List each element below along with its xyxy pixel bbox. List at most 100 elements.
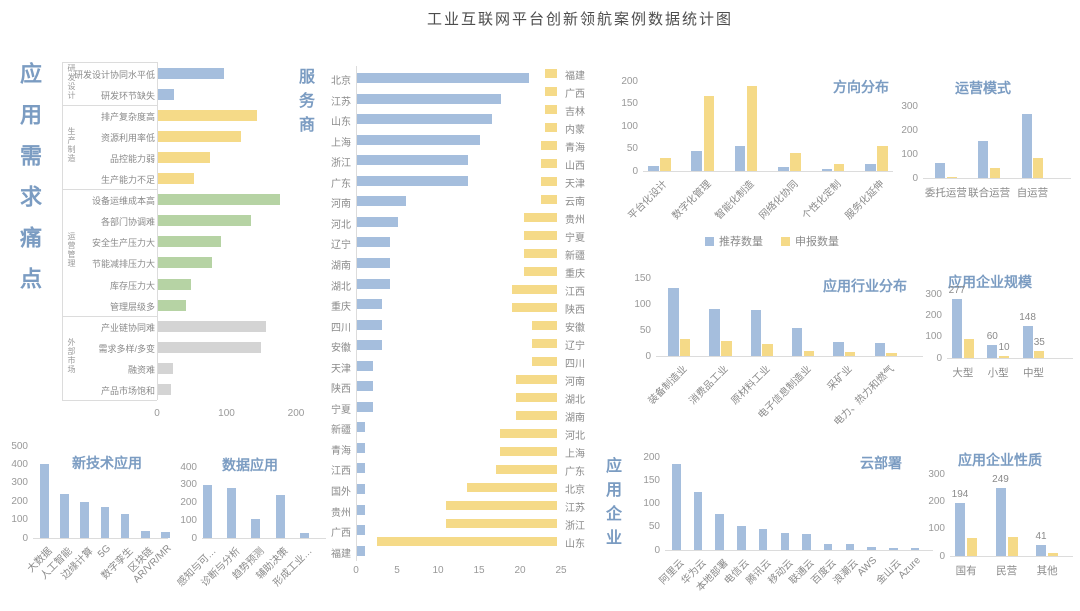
axis-line <box>356 66 357 561</box>
bar <box>778 166 789 171</box>
bar <box>511 302 557 312</box>
axis-tick: 200 <box>901 124 918 136</box>
bar <box>357 442 366 453</box>
bar <box>963 339 974 358</box>
category-label: 智能化制造 <box>713 178 757 222</box>
row-label: 浙江 <box>565 521 585 532</box>
bar <box>40 464 49 538</box>
bar <box>446 500 557 510</box>
bar <box>158 194 280 206</box>
bar <box>791 327 803 356</box>
bar <box>544 86 557 96</box>
bar-label: 各部门协调难 <box>100 217 155 228</box>
axis-tick: 0 <box>654 544 660 556</box>
row-label: 新疆 <box>565 251 585 262</box>
row-label: 湖北 <box>331 281 351 293</box>
axis-tick: 10 <box>432 565 444 576</box>
row-label: 河南 <box>565 377 585 388</box>
axis-tick: 200 <box>11 495 28 507</box>
page-title: 工业互联网平台创新领航案例数据统计图 <box>426 11 733 28</box>
axis-line <box>656 356 923 357</box>
bar <box>802 534 811 550</box>
bar <box>357 278 390 289</box>
category-label: 网络化协同 <box>756 178 801 222</box>
row-label: 吉林 <box>565 107 585 118</box>
category-label: 自运营 <box>1016 187 1049 199</box>
axis-tick: 20 <box>514 565 526 576</box>
value-label: 60 <box>986 331 998 343</box>
bar <box>203 484 212 538</box>
bar <box>803 350 815 356</box>
bar <box>910 548 920 550</box>
category-label: 服务化延伸 <box>843 178 887 222</box>
category-label: 数字化管理 <box>670 178 714 222</box>
bar <box>955 503 965 556</box>
category-label: 消费品工业 <box>687 363 732 407</box>
bar <box>357 93 501 104</box>
bar <box>80 502 89 538</box>
bar <box>357 381 374 392</box>
category-label: 小型 <box>987 367 1009 379</box>
row-label: 内蒙 <box>565 125 585 136</box>
row-label: 宁夏 <box>331 404 351 416</box>
bar <box>532 338 557 348</box>
bar <box>668 287 679 356</box>
axis-tick: 100 <box>928 523 945 535</box>
bar-label: 设备运维成本高 <box>91 196 155 207</box>
bar <box>737 526 746 550</box>
bar-label: 管理层级多 <box>109 301 155 312</box>
row-label: 四川 <box>565 359 585 370</box>
bar <box>524 266 557 276</box>
value-label: 249 <box>992 474 1009 486</box>
bar <box>60 493 69 538</box>
axis-line <box>643 171 893 172</box>
bar <box>516 392 557 402</box>
bar-label: 需求多样/多变 <box>98 343 155 354</box>
bar <box>357 545 366 556</box>
axis-tick: 100 <box>925 331 942 343</box>
axis-tick: 100 <box>643 498 660 509</box>
bar <box>251 518 261 538</box>
bar <box>845 544 855 550</box>
category-label: 委托运营 <box>924 187 967 199</box>
bar <box>532 356 557 366</box>
bar <box>648 165 659 171</box>
row-label: 安徽 <box>565 323 585 334</box>
bar <box>357 134 480 145</box>
bar <box>357 401 374 412</box>
category-label: 装备制造业 <box>646 363 690 407</box>
row-label: 天津 <box>331 363 351 375</box>
category-label: 民营 <box>996 565 1018 577</box>
bar <box>120 514 130 538</box>
bar <box>721 340 732 356</box>
bar <box>357 216 398 227</box>
row-label: 北京 <box>565 485 585 496</box>
bar <box>357 175 468 186</box>
axis-tick: 0 <box>939 550 945 562</box>
bar <box>158 257 213 269</box>
dataapp-chart: 0 100 200 300 400 感知与可… 诊断与分析 趋势预测 辅助决策 形成工业… <box>168 438 333 608</box>
bar <box>946 176 957 178</box>
axis-tick: 0 <box>912 172 918 184</box>
bar <box>227 488 237 538</box>
bar <box>275 494 285 538</box>
application-enterprises-chart: 福建 广西 吉林 内蒙 青海 山西 天津 云南 贵州 宁夏 新疆 重庆 江西 陕西 安徽 辽宁 四川 河南 湖北 湖南… <box>372 64 598 564</box>
axis-tick: 100 <box>180 514 197 526</box>
category-label: 联合运营 <box>968 187 1011 199</box>
category-label: 其他 <box>1036 565 1058 577</box>
bar <box>995 488 1006 556</box>
bar <box>158 362 173 374</box>
bar <box>499 428 557 438</box>
bar <box>540 158 557 168</box>
bar <box>660 157 671 171</box>
row-label: 山东 <box>565 539 585 550</box>
row-label: 浙江 <box>331 158 351 170</box>
bar <box>1007 537 1018 556</box>
bar <box>141 531 150 538</box>
bar-label: 品控能力弱 <box>109 153 155 164</box>
bar <box>679 339 691 356</box>
value-label: 194 <box>951 489 969 501</box>
axis-tick: 50 <box>639 324 651 336</box>
row-label: 新疆 <box>331 425 351 437</box>
bar <box>544 122 557 132</box>
